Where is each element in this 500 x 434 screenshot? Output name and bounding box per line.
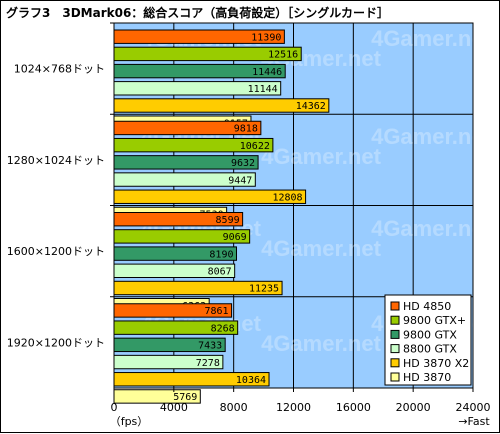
bar-value-label: 14362 [296, 101, 326, 112]
bar-value-label: 12516 [268, 50, 298, 61]
bar-value-label: 9818 [234, 124, 258, 135]
legend-swatch [390, 358, 400, 368]
x-tick-label: 20000 [396, 401, 431, 414]
bar-value-label: 11144 [248, 84, 278, 95]
bar-value-label: 10364 [236, 375, 266, 386]
legend-swatch [390, 344, 400, 354]
watermark-text: 4Gamer.net [261, 331, 382, 356]
watermark-text: 4Gamer.net [261, 144, 382, 169]
legend-label: 8800 GTX [403, 343, 457, 356]
x-axis-label: （fps） [110, 415, 149, 428]
legend-swatch [390, 301, 400, 311]
watermark-text: 4Gamer.net [371, 124, 492, 149]
watermark-text: 4Gamer.net [371, 26, 492, 51]
bar [113, 389, 201, 404]
legend-label: 9800 GTX [403, 328, 457, 341]
category-label: 1024×768ドット [14, 63, 105, 76]
bar-value-label: 8190 [209, 249, 233, 260]
bar-value-label: 7278 [196, 358, 220, 369]
category-label: 1280×1024ドット [7, 154, 105, 167]
legend-label: HD 4850 [403, 300, 451, 313]
x-tick-label: 0 [111, 401, 118, 414]
bar-value-label: 9069 [223, 232, 247, 243]
x-axis-note: →Fast [458, 415, 490, 428]
x-tick-label: 8000 [220, 401, 248, 414]
bar-value-label: 9632 [231, 158, 255, 169]
legend-label: HD 3870 [403, 371, 451, 384]
legend-label: HD 3870 X2 [403, 357, 469, 370]
bar-value-label: 8268 [211, 323, 235, 334]
x-tick-label: 12000 [276, 401, 311, 414]
x-tick-label: 24000 [456, 401, 491, 414]
bar-value-label: 7861 [204, 306, 228, 317]
bar-value-label: 10622 [240, 141, 270, 152]
x-tick-label: 16000 [336, 401, 371, 414]
legend-swatch [390, 372, 400, 382]
watermark-text: 4Gamer.net [261, 236, 382, 261]
chart-title: グラフ3 3DMark06：総合スコア（高負荷設定）［シングルカード］ [6, 6, 389, 20]
category-label: 1920×1200ドット [7, 336, 105, 349]
bar-value-label: 7433 [198, 341, 222, 352]
bar-value-label: 11390 [251, 32, 281, 43]
x-tick-label: 4000 [160, 401, 188, 414]
bar-value-label: 11235 [249, 284, 279, 295]
bar-value-label: 11446 [252, 67, 282, 78]
bar-value-label: 8599 [216, 215, 240, 226]
legend-swatch [390, 315, 400, 325]
bar-value-label: 12808 [272, 192, 302, 203]
bar-value-label: 9447 [228, 175, 252, 186]
category-label: 1600×1200ドット [7, 245, 105, 258]
legend-label: 9800 GTX+ [403, 314, 466, 327]
watermark-text: 4Gamer.net [371, 216, 492, 241]
legend-swatch [390, 329, 400, 339]
bar-value-label: 8067 [208, 267, 232, 278]
bar-value-label: 5769 [173, 392, 197, 403]
